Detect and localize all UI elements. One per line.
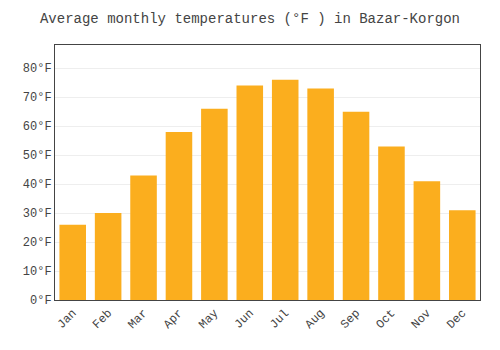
svg-text:30°F: 30°F <box>23 207 52 221</box>
svg-text:40°F: 40°F <box>23 178 52 192</box>
svg-text:0°F: 0°F <box>30 294 52 308</box>
svg-text:Mar: Mar <box>125 307 150 332</box>
svg-text:Dec: Dec <box>444 307 469 332</box>
svg-text:70°F: 70°F <box>23 91 52 105</box>
svg-text:Nov: Nov <box>409 307 434 332</box>
svg-text:20°F: 20°F <box>23 236 52 250</box>
svg-text:Jan: Jan <box>55 307 80 332</box>
svg-text:May: May <box>196 307 221 332</box>
svg-text:80°F: 80°F <box>23 62 52 76</box>
svg-text:Sep: Sep <box>338 307 363 332</box>
svg-text:50°F: 50°F <box>23 149 52 163</box>
svg-text:Jun: Jun <box>232 307 257 332</box>
svg-text:Oct: Oct <box>373 307 398 332</box>
svg-text:Jul: Jul <box>267 307 292 332</box>
svg-text:60°F: 60°F <box>23 120 52 134</box>
svg-text:Feb: Feb <box>90 307 115 332</box>
svg-text:Aug: Aug <box>303 307 328 332</box>
svg-text:10°F: 10°F <box>23 265 52 279</box>
svg-text:Apr: Apr <box>161 307 186 332</box>
svg-text:Average monthly temperatures (: Average monthly temperatures (°F ) in Ba… <box>40 11 460 27</box>
